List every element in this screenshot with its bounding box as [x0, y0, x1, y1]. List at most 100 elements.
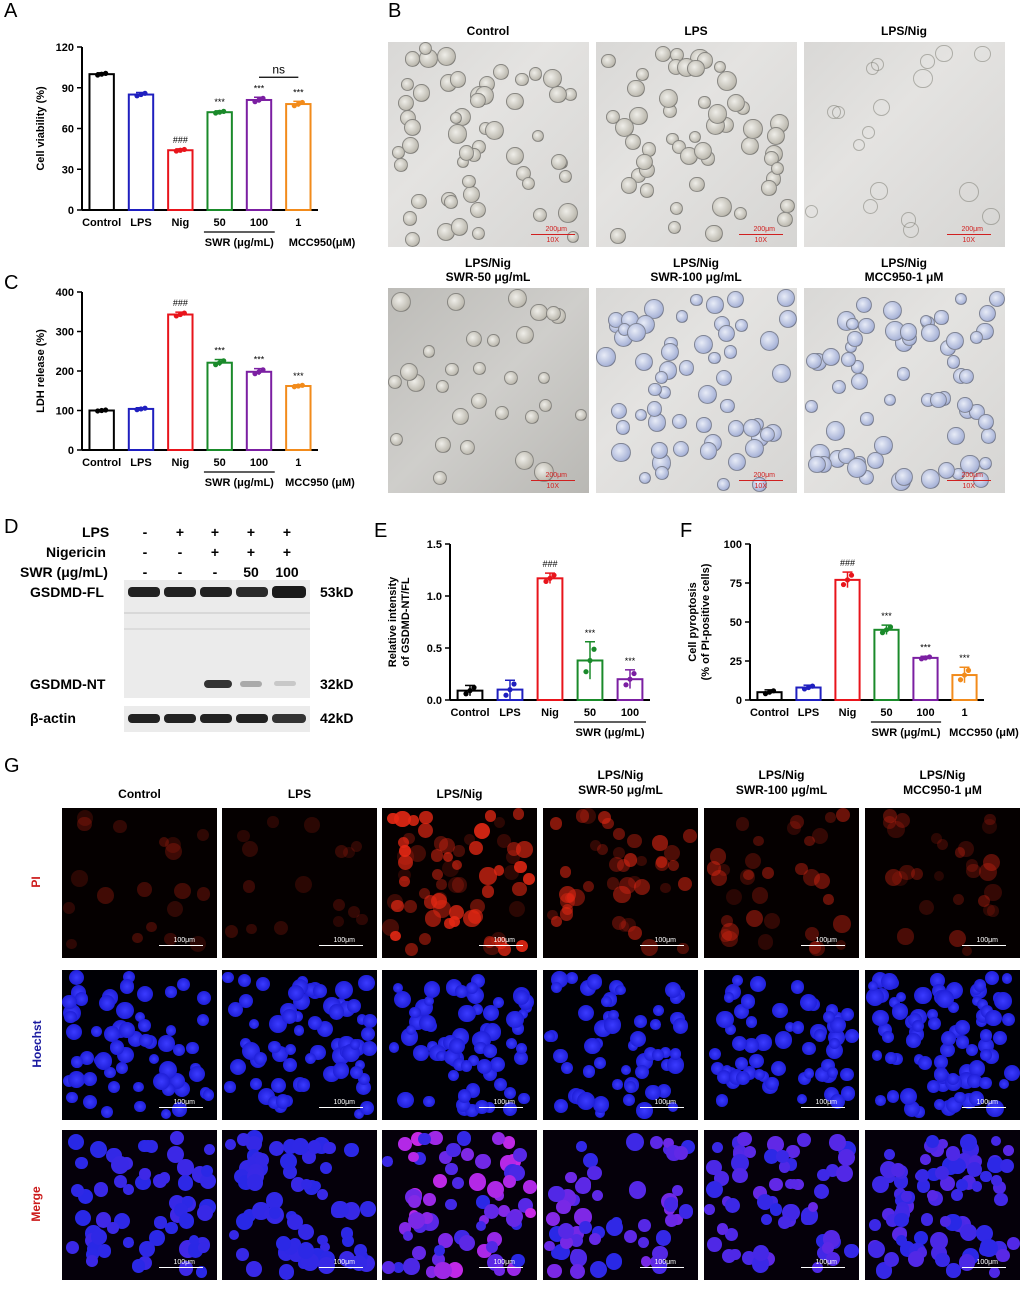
cell — [987, 905, 999, 917]
cell — [762, 867, 775, 879]
cell — [584, 1037, 601, 1055]
cell — [474, 1099, 489, 1114]
fluorescence-image-merge: 100μm — [543, 1130, 698, 1280]
cell — [534, 462, 555, 482]
cell — [133, 1081, 144, 1093]
cell — [996, 1248, 1010, 1262]
cell — [152, 1073, 170, 1091]
cell — [751, 887, 769, 904]
cell — [613, 828, 625, 840]
data-point — [503, 692, 509, 698]
data-point — [138, 406, 144, 412]
cell — [522, 1180, 537, 1195]
cell — [577, 1004, 595, 1022]
cell — [822, 1010, 835, 1023]
cell — [268, 1140, 285, 1157]
cell — [229, 1058, 247, 1076]
cell — [750, 976, 767, 993]
cell — [237, 829, 250, 843]
scale-bar-label: 100μm — [976, 937, 998, 944]
cell — [178, 1213, 195, 1229]
cell — [603, 1016, 622, 1034]
cell — [158, 1172, 171, 1185]
magnification-label: 10X — [546, 483, 559, 490]
cell — [616, 858, 631, 873]
cell — [601, 53, 616, 69]
scale-bar — [479, 1107, 523, 1108]
cell — [660, 1047, 672, 1059]
cell — [987, 1156, 1004, 1174]
cell — [640, 938, 659, 957]
cell — [868, 1241, 886, 1259]
cell — [248, 1019, 259, 1030]
cell — [177, 1159, 194, 1176]
cell — [400, 363, 419, 382]
cell — [744, 853, 761, 870]
cell — [65, 1023, 82, 1040]
cell — [408, 815, 420, 827]
cell — [693, 334, 713, 354]
cell — [968, 1091, 984, 1107]
cell — [883, 816, 896, 829]
cell — [435, 437, 451, 454]
cell — [343, 846, 355, 859]
cell — [574, 1208, 592, 1226]
cell — [605, 1253, 623, 1270]
cell — [777, 211, 793, 228]
cell — [297, 1242, 315, 1259]
mw-tick — [310, 580, 320, 581]
cell — [826, 1066, 839, 1079]
cell — [949, 1158, 966, 1175]
data-point — [99, 71, 105, 77]
cell — [659, 88, 679, 108]
cell — [470, 202, 487, 219]
bar — [127, 93, 155, 211]
cell — [559, 885, 577, 903]
x-tick-label: Nig — [171, 457, 189, 469]
cell — [409, 1007, 421, 1019]
cell — [202, 1089, 215, 1101]
cell — [424, 910, 442, 927]
cell — [468, 1173, 487, 1191]
x-tick-label: 50 — [584, 707, 596, 719]
cell — [484, 810, 497, 822]
b-title-5-line2: SWR-100 μg/mL — [650, 270, 742, 284]
cell — [946, 355, 960, 369]
cell — [840, 351, 856, 367]
cell — [557, 1222, 575, 1239]
data-point — [591, 646, 597, 652]
data-point — [627, 676, 633, 682]
cell — [858, 317, 875, 335]
cell — [288, 984, 305, 1001]
cell — [575, 1178, 591, 1194]
cell — [652, 1049, 665, 1061]
cell — [950, 1188, 963, 1201]
cell — [103, 1025, 120, 1042]
fluorescence-image-merge: 100μm — [222, 1130, 377, 1280]
x-tick-label: LPS — [130, 217, 151, 229]
cell — [100, 1105, 113, 1118]
cell — [394, 810, 411, 828]
cell — [291, 1011, 303, 1023]
cell — [667, 1101, 678, 1112]
cell — [624, 1081, 637, 1093]
b-title-6-line2: MCC950-1 μM — [864, 270, 944, 284]
cell — [343, 1142, 359, 1158]
cell — [307, 1015, 323, 1031]
cell — [705, 1180, 724, 1198]
scale-bar — [319, 1107, 363, 1108]
cell — [173, 1043, 185, 1056]
cell — [418, 1133, 431, 1146]
cell — [394, 991, 412, 1009]
cell — [455, 985, 468, 998]
cell — [646, 401, 663, 417]
cell — [68, 1071, 86, 1089]
cell — [771, 1002, 788, 1019]
cell — [973, 978, 987, 992]
data-point — [762, 691, 769, 697]
cell — [660, 882, 671, 893]
cell — [974, 45, 991, 63]
data-point — [511, 681, 517, 687]
cell — [71, 1056, 83, 1068]
cell — [470, 392, 487, 409]
